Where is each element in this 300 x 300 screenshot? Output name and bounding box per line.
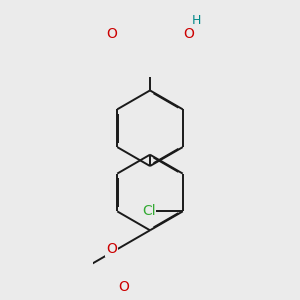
Text: O: O xyxy=(106,242,117,256)
Text: O: O xyxy=(106,27,117,41)
Text: O: O xyxy=(183,27,194,41)
Text: H: H xyxy=(191,14,201,27)
Text: Cl: Cl xyxy=(142,204,155,218)
Text: O: O xyxy=(118,280,130,294)
